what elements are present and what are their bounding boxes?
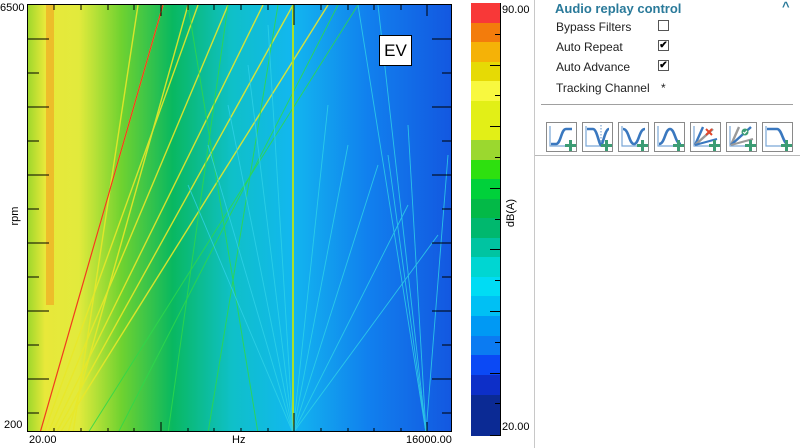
highpass-filter-icon — [549, 126, 576, 151]
colorbar-segment — [471, 316, 500, 336]
auto-advance-checkbox[interactable]: ✔ — [658, 60, 669, 71]
y-axis-max-label: 6500 — [0, 2, 25, 14]
colorbar-segment — [471, 62, 500, 81]
separator — [541, 104, 793, 105]
add-order-removal-filter-button[interactable] — [690, 122, 721, 152]
add-highpass-filter-button[interactable] — [546, 122, 577, 152]
add-notch-filter-button[interactable] — [582, 122, 613, 152]
colorbar-max-label: 90.00 — [502, 4, 530, 16]
toolbar-separator — [535, 155, 800, 156]
colorbar-segment — [471, 81, 500, 101]
order-keep-filter-icon — [729, 126, 756, 151]
colorbar-segment — [471, 101, 500, 140]
audio-replay-panel: Audio replay control ^ Bypass Filters Au… — [535, 0, 800, 448]
add-bandpass-filter-button[interactable] — [654, 122, 685, 152]
auto-repeat-label: Auto Repeat — [556, 40, 623, 54]
spectrogram-plot[interactable] — [27, 4, 452, 432]
add-lowpass-filter-button[interactable] — [762, 122, 793, 152]
bypass-filters-checkbox[interactable] — [658, 20, 669, 31]
panel-divider[interactable] — [534, 0, 535, 448]
colorbar-segment — [471, 218, 500, 238]
ev-annotation-label[interactable]: EV — [379, 35, 412, 66]
colorbar-segment — [471, 395, 500, 436]
bypass-filters-label: Bypass Filters — [556, 20, 632, 34]
colorbar — [471, 3, 500, 436]
bandpass-filter-icon — [657, 126, 684, 151]
colorbar-segment — [471, 199, 500, 218]
y-axis-min-label: 200 — [4, 419, 23, 431]
add-order-keep-filter-button[interactable] — [726, 122, 757, 152]
auto-advance-label: Auto Advance — [556, 60, 631, 74]
colorbar-segment — [471, 42, 500, 62]
colorbar-segment — [471, 375, 500, 395]
colorbar-segment — [471, 296, 500, 316]
x-axis-title: Hz — [232, 434, 246, 446]
add-bandstop-filter-button[interactable] — [618, 122, 649, 152]
lowpass-filter-icon — [765, 126, 792, 151]
colorbar-segment — [471, 160, 500, 179]
x-axis-min-label: 20.00 — [29, 434, 57, 446]
colorbar-axis — [500, 3, 501, 436]
colorbar-segment — [471, 336, 500, 355]
colorbar-segment — [471, 277, 500, 296]
colorbar-segment — [471, 140, 500, 160]
colorbar-segment — [471, 23, 500, 42]
colorbar-min-label: 20.00 — [502, 421, 530, 433]
colorbar-segment — [471, 355, 500, 375]
colorbar-segment — [471, 179, 500, 199]
colorbar-segment — [471, 3, 500, 23]
bandstop-filter-icon — [621, 126, 648, 151]
spectrogram-image — [28, 5, 451, 431]
order-removal-filter-icon — [693, 126, 720, 151]
colorbar-segment — [471, 257, 500, 277]
collapse-chevron-up-icon[interactable]: ^ — [782, 0, 790, 14]
y-axis-title: rpm — [9, 206, 21, 226]
colorbar-segment — [471, 238, 500, 257]
tracking-channel-value[interactable]: * — [661, 81, 666, 95]
x-axis-max-label: 16000.00 — [406, 434, 452, 446]
panel-title: Audio replay control — [555, 1, 682, 16]
colorbar-title: dB(A) — [505, 198, 517, 228]
auto-repeat-checkbox[interactable]: ✔ — [658, 40, 669, 51]
tracking-channel-label: Tracking Channel — [556, 81, 650, 95]
notch-filter-icon — [585, 125, 612, 151]
